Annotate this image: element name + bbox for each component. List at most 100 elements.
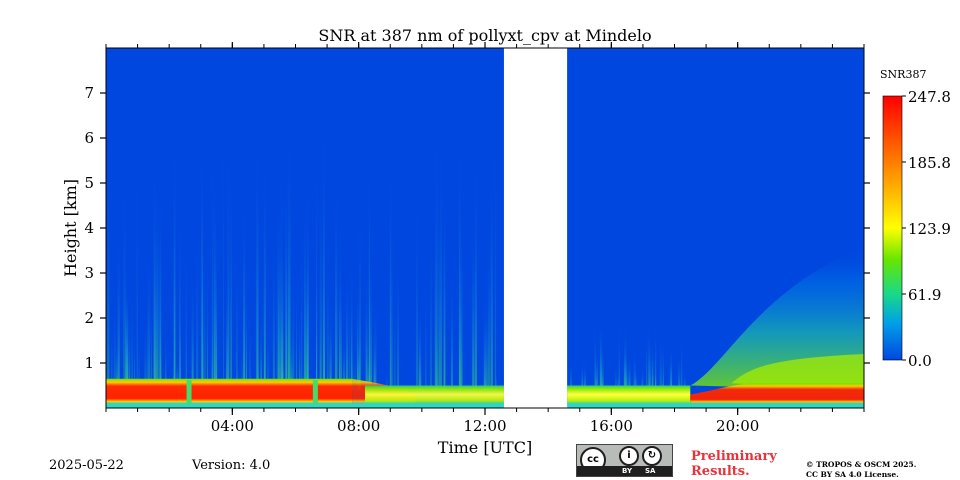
noise-streak <box>106 251 108 390</box>
y-tick-label: 2 <box>84 309 94 327</box>
noise-streak <box>345 272 349 390</box>
noise-streak <box>263 155 266 390</box>
noise-streaks <box>106 124 864 391</box>
y-tick-label: 3 <box>84 264 94 282</box>
date-label: 2025-05-22 <box>49 458 124 473</box>
noise-streak <box>488 221 491 390</box>
noise-streak <box>115 333 118 390</box>
noise-streak <box>651 347 653 390</box>
noise-streak <box>280 278 283 390</box>
noise-streak <box>352 347 354 390</box>
version-label: Version: 4.0 <box>192 458 271 473</box>
noise-streak <box>366 370 368 390</box>
noise-streak <box>290 333 292 390</box>
noise-streak <box>483 296 487 390</box>
colorbar: SNR387 247.8 185.8 123.9 61.9 0.0 <box>880 68 951 370</box>
noise-streak <box>227 147 230 390</box>
noise-streak <box>681 333 683 390</box>
noise-streak <box>440 135 442 390</box>
noise-streak <box>494 128 497 390</box>
noise-streak <box>272 235 275 390</box>
colorbar-tick-label: 247.8 <box>908 88 951 106</box>
noise-streak <box>107 129 110 390</box>
noise-streak <box>236 245 238 390</box>
afternoon-layer <box>567 385 691 404</box>
noise-streak <box>397 250 399 390</box>
noise-streak <box>306 184 309 390</box>
surface-layer-weak <box>364 385 504 404</box>
noise-streak <box>394 292 396 390</box>
noise-streak <box>260 310 262 390</box>
preliminary-results-label: Preliminary Results. <box>691 449 777 479</box>
noise-streak <box>652 338 654 390</box>
noise-streak <box>131 283 133 390</box>
noise-streak <box>435 128 438 390</box>
noise-streak <box>113 295 116 390</box>
noise-streak <box>340 270 342 390</box>
noise-streak <box>301 233 303 390</box>
noise-streak <box>486 291 488 390</box>
noise-streak <box>185 241 188 390</box>
noise-streak <box>451 269 453 390</box>
noise-streak <box>144 319 147 390</box>
copyright-line-1: © TROPOS & OSCM 2025. <box>806 460 917 469</box>
evening-layer <box>731 354 864 390</box>
noise-streak <box>491 150 493 390</box>
noise-streak <box>153 162 156 390</box>
noise-streak <box>302 359 304 390</box>
noise-streak <box>386 368 388 390</box>
colorbar-label: SNR387 <box>880 68 926 81</box>
cloud-gap <box>312 380 318 404</box>
y-tick-label: 1 <box>84 354 94 372</box>
noise-streak <box>257 349 260 390</box>
noise-streak <box>624 319 627 390</box>
noise-streak <box>296 269 298 390</box>
y-tick-label: 7 <box>84 84 94 102</box>
noise-streak <box>354 350 356 390</box>
noise-streak <box>202 242 205 390</box>
noise-streak <box>614 363 617 390</box>
noise-streak <box>595 365 597 390</box>
noise-streak <box>460 205 462 390</box>
noise-streak <box>173 174 176 390</box>
colorbar-ticks: 247.8 185.8 123.9 61.9 0.0 <box>902 88 951 370</box>
x-tick-label: 04:00 <box>211 417 254 435</box>
noise-streak <box>319 302 322 390</box>
noise-streak <box>374 298 377 390</box>
colorbar-tick-label: 61.9 <box>908 286 941 304</box>
noise-streak <box>684 369 686 390</box>
noise-streak <box>138 336 140 390</box>
noise-streak <box>148 249 151 390</box>
noise-streak <box>147 259 150 390</box>
noise-streak <box>128 308 131 390</box>
noise-streak <box>304 198 307 390</box>
noise-streak <box>581 361 584 390</box>
noise-streak <box>461 231 463 390</box>
noise-streak <box>618 322 620 390</box>
badge-bar <box>577 466 672 476</box>
noise-streak <box>368 333 371 390</box>
noise-streak <box>280 164 283 390</box>
y-tick-label: 6 <box>84 129 94 147</box>
noise-streak <box>339 208 342 390</box>
noise-streak <box>459 286 461 390</box>
noise-streak <box>434 188 437 390</box>
noise-streak <box>124 269 127 390</box>
noise-streak <box>316 138 318 390</box>
by-label: BY <box>622 467 633 475</box>
noise-streak <box>327 231 329 390</box>
noise-streak <box>276 198 279 390</box>
noise-streak <box>215 227 218 390</box>
ground-strip <box>106 403 864 408</box>
noise-streak <box>356 280 359 390</box>
y-tick-label: 5 <box>84 174 94 192</box>
noise-streak <box>180 296 182 390</box>
noise-streak <box>420 338 422 390</box>
noise-streak <box>225 276 229 390</box>
noise-streak <box>123 177 126 390</box>
noise-streak <box>176 359 179 390</box>
noise-streak <box>595 346 599 390</box>
noise-streak <box>335 185 338 390</box>
preliminary-line-2: Results. <box>691 464 750 479</box>
colorbar-gradient <box>882 95 903 361</box>
